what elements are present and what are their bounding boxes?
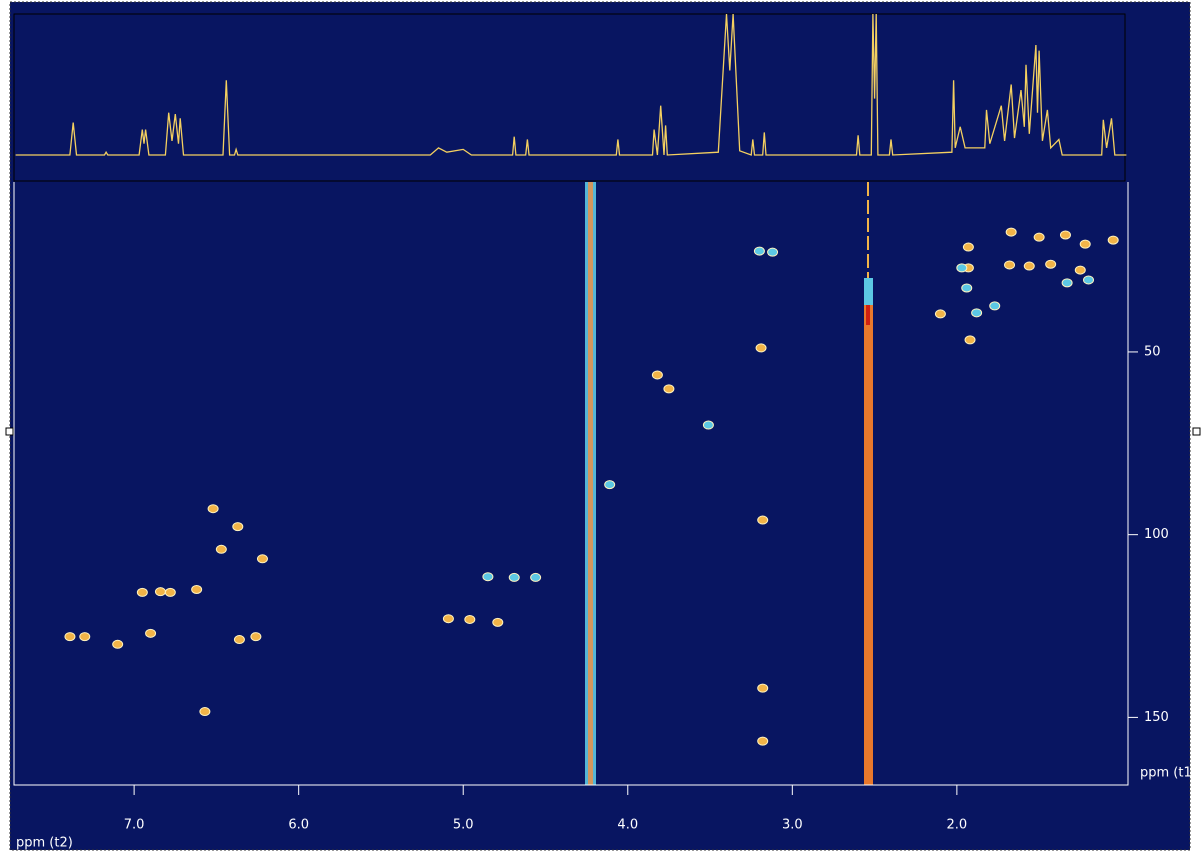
x-axis-label: ppm (t2) <box>16 836 73 851</box>
projection-line <box>15 13 1127 156</box>
cross-peak <box>492 617 504 627</box>
handle <box>5 427 14 436</box>
cross-peak <box>753 246 765 256</box>
cross-peak <box>989 301 1001 311</box>
cross-peak <box>233 635 245 645</box>
cross-peak <box>79 632 91 642</box>
t1-noise <box>866 305 870 325</box>
y-axis-label: ppm (t1 <box>1140 766 1192 781</box>
cross-peak <box>1045 259 1057 269</box>
cross-peak <box>1023 261 1035 271</box>
x-tick-label: 4.0 <box>617 818 638 833</box>
cross-peak <box>767 247 779 257</box>
cross-peak <box>191 584 203 594</box>
cross-peak <box>962 242 974 252</box>
cross-peak <box>250 632 262 642</box>
handle <box>1192 427 1201 436</box>
cross-peak <box>1059 230 1071 240</box>
cross-peak <box>256 554 268 564</box>
x-tick-label: 7.0 <box>124 818 145 833</box>
t1-noise <box>864 305 873 785</box>
cross-peak <box>604 480 616 490</box>
cross-peak <box>757 736 769 746</box>
t1-noise <box>588 182 593 785</box>
cross-peak <box>755 343 767 353</box>
cross-peak <box>530 572 542 582</box>
y-tick-label: 100 <box>1144 527 1169 542</box>
cross-peak <box>508 572 520 582</box>
cross-peak <box>757 515 769 525</box>
x-tick-label: 5.0 <box>453 818 474 833</box>
cross-peak <box>207 504 219 514</box>
y-tick-label: 50 <box>1144 344 1161 359</box>
cross-peak <box>1004 260 1016 270</box>
cross-peak <box>64 632 76 642</box>
cross-peak <box>232 522 244 532</box>
cross-peak <box>154 587 166 597</box>
cross-peak <box>1107 235 1119 245</box>
y-tick-label: 150 <box>1144 710 1169 725</box>
cross-peak <box>971 308 983 318</box>
cross-peak <box>757 683 769 693</box>
x-tick-label: 6.0 <box>288 818 309 833</box>
cross-peak <box>1061 278 1073 288</box>
x-tick-label: 2.0 <box>947 818 968 833</box>
cross-peak <box>702 420 714 430</box>
cross-peak <box>1079 239 1091 249</box>
cross-peak <box>964 335 976 345</box>
cross-peak <box>442 614 454 624</box>
cross-peak <box>1074 265 1086 275</box>
cross-peak <box>482 572 494 582</box>
cross-peak <box>956 263 968 273</box>
cross-peak <box>1083 275 1095 285</box>
plot-border <box>13 182 1129 786</box>
x-tick-label: 3.0 <box>782 818 803 833</box>
cross-peak <box>145 628 157 638</box>
cross-peak <box>136 587 148 597</box>
cross-peak <box>112 639 124 649</box>
t1-noise <box>864 278 873 308</box>
cross-peak <box>651 370 663 380</box>
cross-peak <box>663 384 675 394</box>
cross-peak <box>1005 227 1017 237</box>
cross-peak <box>961 283 973 293</box>
cross-peak <box>199 707 211 717</box>
cross-peak <box>215 544 227 554</box>
cross-peak <box>464 614 476 624</box>
projection-panel <box>13 13 1126 182</box>
cross-peak <box>1033 232 1045 242</box>
cross-peak <box>164 587 176 597</box>
cross-peak <box>934 309 946 319</box>
